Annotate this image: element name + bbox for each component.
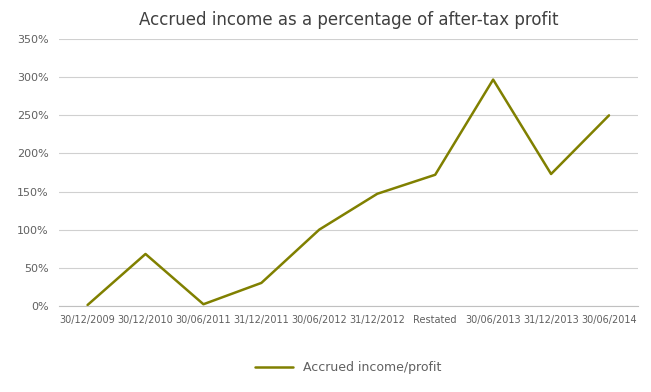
Accrued income/profit <box>83 303 91 307</box>
Accrued income/profit <box>605 113 613 118</box>
Accrued income/profit <box>315 227 323 232</box>
Accrued income/profit <box>490 77 497 82</box>
Line: Accrued income/profit: Accrued income/profit <box>87 80 609 305</box>
Accrued income/profit <box>374 191 381 196</box>
Accrued income/profit <box>547 172 555 176</box>
Accrued income/profit <box>432 172 439 177</box>
Accrued income/profit <box>199 302 207 307</box>
Title: Accrued income as a percentage of after-tax profit: Accrued income as a percentage of after-… <box>139 11 558 29</box>
Accrued income/profit <box>142 252 150 256</box>
Accrued income/profit <box>258 281 266 285</box>
Legend: Accrued income/profit: Accrued income/profit <box>255 361 441 374</box>
